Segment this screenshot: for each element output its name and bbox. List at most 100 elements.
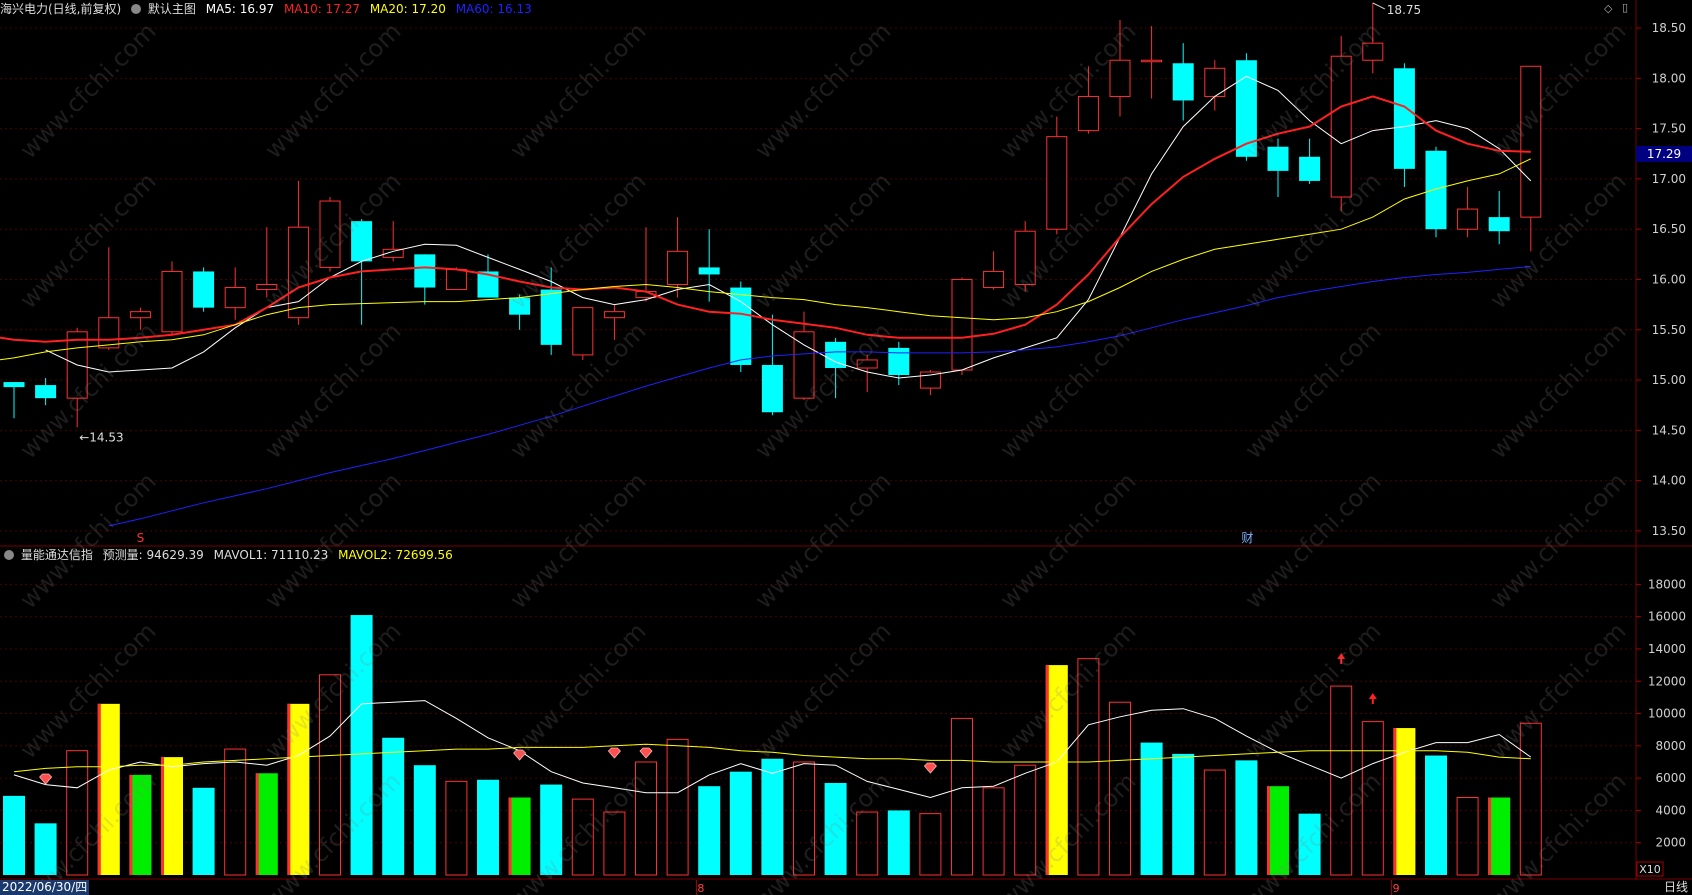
price-tick-label: 18.50 <box>1652 21 1686 35</box>
volume-bar-edge <box>97 703 101 875</box>
panel-toggle-icon[interactable]: ▯ <box>1622 1 1629 14</box>
price-tick-label: 16.50 <box>1652 222 1686 236</box>
volume-bar-edge <box>255 773 259 875</box>
watermark-text: www.cfchi.com <box>1239 167 1386 314</box>
candle-body <box>1488 217 1510 232</box>
volume-bar <box>919 813 942 876</box>
watermark-text: www.cfchi.com <box>1484 617 1631 764</box>
volume-bar <box>477 779 499 875</box>
price-tick-label: 13.50 <box>1652 524 1686 538</box>
watermark-text: www.cfchi.com <box>1239 317 1386 464</box>
price-tick-label: 14.50 <box>1652 423 1686 437</box>
volume-indicator-name[interactable]: 量能通达信指 <box>20 548 93 562</box>
volume-tick-label: 2000 <box>1655 836 1686 850</box>
candle-body <box>256 284 278 291</box>
diamond-signal-icon <box>607 747 621 759</box>
watermark-text: www.cfchi.com <box>1484 467 1631 614</box>
diamond-signal-icon <box>923 762 937 774</box>
candle-body <box>1141 59 1163 63</box>
volume-header: 量能通达信指 预测量: 94629.39 MAVOL1: 71110.23 MA… <box>0 546 459 564</box>
watermark-text: www.cfchi.com <box>994 317 1141 464</box>
candle-body <box>1330 55 1352 198</box>
volume-dot-icon[interactable] <box>4 550 14 560</box>
candle-body <box>35 385 57 399</box>
candle-body <box>193 271 215 308</box>
candle-body <box>224 287 246 309</box>
volume-bar <box>508 797 531 875</box>
candle-body <box>445 268 467 291</box>
watermark-text: www.cfchi.com <box>1484 317 1631 464</box>
candle-body <box>1520 65 1542 218</box>
ma5-line <box>45 75 1532 379</box>
ma20-label: MA20: 17.20 <box>369 2 446 16</box>
candle-body <box>1046 136 1068 230</box>
volume-bar <box>729 771 752 875</box>
volume-tick-label: 12000 <box>1648 674 1686 688</box>
volume-bar <box>224 748 247 876</box>
watermark-text: www.cfchi.com <box>749 17 896 164</box>
volume-bar <box>129 774 152 875</box>
finance-marker: 财 <box>1241 531 1253 545</box>
volume-bar <box>1488 797 1511 875</box>
volume-bar <box>97 703 120 875</box>
volume-bar <box>319 674 341 876</box>
diamond-icon[interactable]: ◇ <box>1604 2 1613 15</box>
stock-title[interactable]: 海兴电力(日线,前复权) <box>0 2 122 16</box>
volume-tick-label: 6000 <box>1655 771 1686 785</box>
candle-body <box>730 287 752 365</box>
watermark-text: www.cfchi.com <box>259 167 406 314</box>
multiplier-box <box>1636 861 1664 877</box>
template-dot-icon[interactable] <box>131 4 142 14</box>
watermark-text: www.cfchi.com <box>1239 617 1386 764</box>
mavol2-line <box>13 743 1531 773</box>
watermark-text: www.cfchi.com <box>749 467 896 614</box>
volume-bar-edge <box>1045 665 1049 875</box>
volume-bar <box>1361 721 1384 876</box>
mavol2-label: MAVOL2: 72699.56 <box>338 548 453 562</box>
volume-bar <box>793 761 815 876</box>
candle-body <box>161 270 183 333</box>
main-header: 海兴电力(日线,前复权) 默认主图 MA5: 16.97 MA10: 17.27… <box>0 0 538 18</box>
watermark-text: www.cfchi.com <box>1484 167 1631 314</box>
candle-body <box>1172 63 1194 101</box>
diamond-signal-icon <box>639 747 653 759</box>
candle-body <box>856 359 878 369</box>
ma60-label: MA60: 16.13 <box>455 2 532 16</box>
volume-bar <box>255 773 278 875</box>
candle-body <box>129 311 151 319</box>
candle-body <box>603 311 625 319</box>
volume-bar <box>824 782 847 875</box>
price-tick-label: 15.00 <box>1652 373 1686 387</box>
watermark-text: www.cfchi.com <box>749 617 896 764</box>
watermark-text: www.cfchi.com <box>749 167 896 314</box>
candle-body <box>477 271 499 298</box>
watermark-text: www.cfchi.com <box>14 17 161 164</box>
volume-tick-label: 18000 <box>1648 577 1686 591</box>
volume-bar <box>1456 797 1479 876</box>
candle-body <box>1267 146 1289 171</box>
volume-bar-edge <box>508 797 512 875</box>
volume-tick-label: 14000 <box>1648 642 1686 656</box>
watermark-text: www.cfchi.com <box>259 467 406 614</box>
watermark-text: www.cfchi.com <box>1239 767 1386 895</box>
volume-bar <box>761 758 784 875</box>
price-tick-label: 17.00 <box>1652 172 1686 186</box>
diamond-signal-icon <box>513 749 527 761</box>
volume-bar <box>1298 813 1321 875</box>
candle-body <box>793 331 815 399</box>
volume-bar-edge <box>1393 728 1397 875</box>
high-annotation: 18.75 <box>1387 3 1421 17</box>
volume-bar-edge <box>161 757 164 875</box>
volume-bar-edge <box>287 703 291 875</box>
watermark-text: www.cfchi.com <box>14 617 161 764</box>
candle-body <box>1393 68 1415 169</box>
candle-body <box>667 250 689 286</box>
price-tick-label: 18.00 <box>1652 71 1686 85</box>
volume-bar <box>540 784 563 875</box>
volume-bar <box>1014 764 1037 876</box>
period-label[interactable]: 日线 <box>1663 880 1688 894</box>
watermark-text: www.cfchi.com <box>1239 467 1386 614</box>
candle-body <box>319 200 341 268</box>
template-label[interactable]: 默认主图 <box>147 2 196 16</box>
